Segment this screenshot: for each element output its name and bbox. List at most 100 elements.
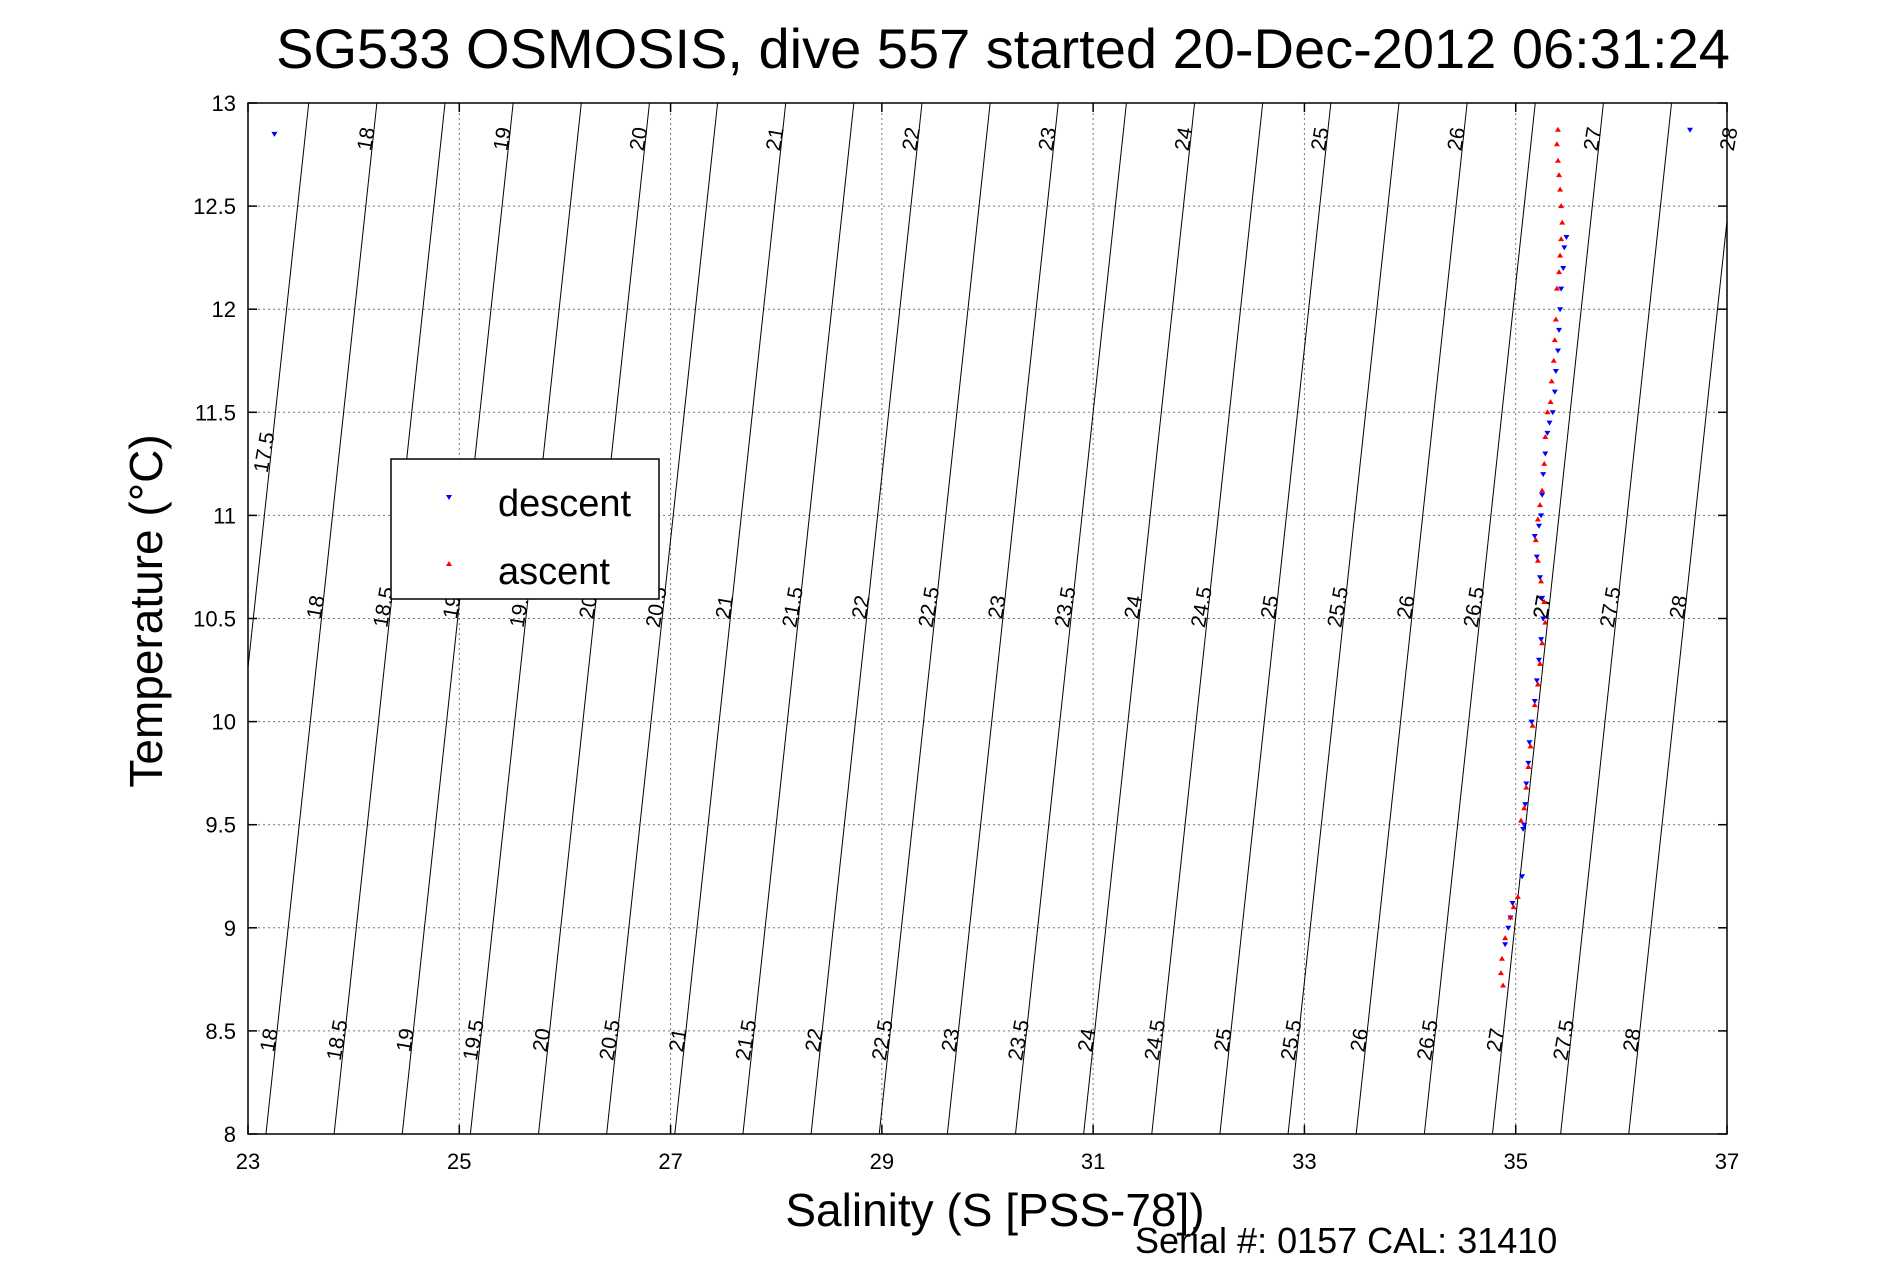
ascent-point: [1557, 252, 1564, 258]
density-contour-20.5: [606, 102, 719, 1135]
descent-point: [271, 131, 278, 137]
ascent-point: [1537, 502, 1544, 508]
y-tick-label: 9: [224, 916, 236, 941]
density-label-top: 26: [1443, 125, 1470, 152]
density-label-bottom: 21: [665, 1027, 692, 1054]
descent-point: [1533, 678, 1540, 684]
descent-point: [1556, 327, 1563, 333]
density-label-bottom: 26: [1346, 1027, 1373, 1054]
density-label-mid: 26: [1393, 594, 1420, 621]
density-label-bottom: 25: [1210, 1027, 1237, 1054]
descent-point: [1531, 534, 1538, 540]
descent-point: [1554, 348, 1561, 354]
ascent-point: [1532, 537, 1539, 543]
ascent-point: [1544, 409, 1551, 415]
descent-point: [1540, 472, 1547, 478]
y-tick-label: 10: [212, 710, 236, 735]
density-contour-25.5: [1287, 102, 1400, 1135]
ascent-point: [1552, 316, 1559, 322]
legend-ascent-marker: [446, 561, 452, 566]
x-axis-label: Salinity (S [PSS-78]): [785, 1184, 1204, 1236]
density-label-top: 18: [353, 125, 380, 152]
density-contour-18: [265, 102, 378, 1135]
ascent-point: [1553, 141, 1560, 147]
ascent-point: [1538, 578, 1545, 584]
ascent-point: [1517, 817, 1524, 823]
density-label-bottom: 22: [801, 1027, 828, 1054]
density-contour-27: [1491, 102, 1604, 1135]
ascent-point: [1500, 982, 1507, 988]
density-contour-23: [946, 102, 1059, 1135]
ascent-point: [1556, 172, 1563, 178]
ascent-point: [1539, 640, 1546, 646]
density-contour-27.5: [1560, 102, 1673, 1135]
density-label-mid: 21: [712, 594, 739, 621]
x-tick-label: 37: [1715, 1149, 1739, 1174]
ascent-point: [1497, 970, 1504, 976]
density-contour-24.5: [1151, 102, 1264, 1135]
density-label-top: 19: [489, 125, 516, 152]
density-label-mid: 18: [303, 594, 330, 621]
x-tick-label: 25: [447, 1149, 471, 1174]
descent-point: [1552, 369, 1559, 375]
ascent-point: [1521, 805, 1528, 811]
ascent-point: [1534, 557, 1541, 563]
descent-point: [1533, 554, 1540, 560]
ascent-point: [1502, 935, 1509, 941]
ascent-point: [1510, 904, 1517, 910]
density-label-top: 21: [762, 125, 789, 152]
ascent-point: [1557, 186, 1564, 192]
legend-descent-label: descent: [498, 483, 632, 525]
density-label-mid: 23: [984, 594, 1011, 621]
density-label-mid: 24: [1120, 593, 1147, 620]
ascent-point: [1537, 660, 1544, 666]
x-tick-label: 27: [658, 1149, 682, 1174]
descent-point: [1538, 637, 1545, 643]
ascent-point: [1498, 955, 1505, 961]
density-contour-19.5: [469, 102, 582, 1135]
descent-point: [1520, 826, 1527, 832]
descent-point: [1502, 942, 1509, 948]
density-label-bottom: 19: [392, 1027, 419, 1054]
density-contour-26.5: [1423, 102, 1536, 1135]
y-tick-label: 11.5: [195, 400, 236, 425]
ascent-point: [1547, 398, 1554, 404]
y-tick-label: 10.5: [193, 607, 236, 632]
density-label-mid: 25: [1257, 594, 1284, 621]
ascent-point: [1539, 487, 1546, 493]
density-contour-28: [1628, 220, 1728, 1135]
density-label-top: 25: [1307, 125, 1334, 152]
legend: descent ascent: [390, 458, 660, 600]
ascent-point: [1529, 722, 1536, 728]
ascent-point: [1558, 236, 1565, 242]
ascent-point: [1507, 914, 1514, 920]
ascent-point: [1523, 784, 1530, 790]
descent-point: [1540, 616, 1547, 622]
density-label-top: 28: [1716, 125, 1743, 152]
descent-point: [1537, 575, 1544, 581]
ascent-point: [1558, 203, 1565, 209]
ascent-point: [1559, 219, 1566, 225]
descent-point: [1561, 245, 1568, 251]
y-tick-label: 13: [212, 91, 236, 116]
descent-point: [1522, 802, 1529, 808]
legend-ascent-label: ascent: [498, 551, 610, 593]
descent-point: [1539, 492, 1546, 498]
ascent-point: [1527, 743, 1534, 749]
descent-point: [1535, 657, 1542, 663]
density-contours: [247, 102, 1728, 1135]
ascent-point: [1554, 126, 1561, 132]
ascent-point: [1553, 285, 1560, 291]
density-label-bottom: 23: [938, 1027, 965, 1054]
descent-point: [1523, 781, 1530, 787]
x-tick-label: 29: [870, 1149, 894, 1174]
density-contour-17.5: [247, 102, 310, 668]
descent-point: [1535, 523, 1542, 529]
y-tick-label: 9.5: [205, 813, 236, 838]
ascent-point: [1548, 378, 1555, 384]
ascent-point: [1531, 702, 1538, 708]
descent-point: [1557, 307, 1564, 313]
density-label-top: 22: [898, 125, 925, 152]
density-contour-18.5: [333, 102, 446, 1135]
